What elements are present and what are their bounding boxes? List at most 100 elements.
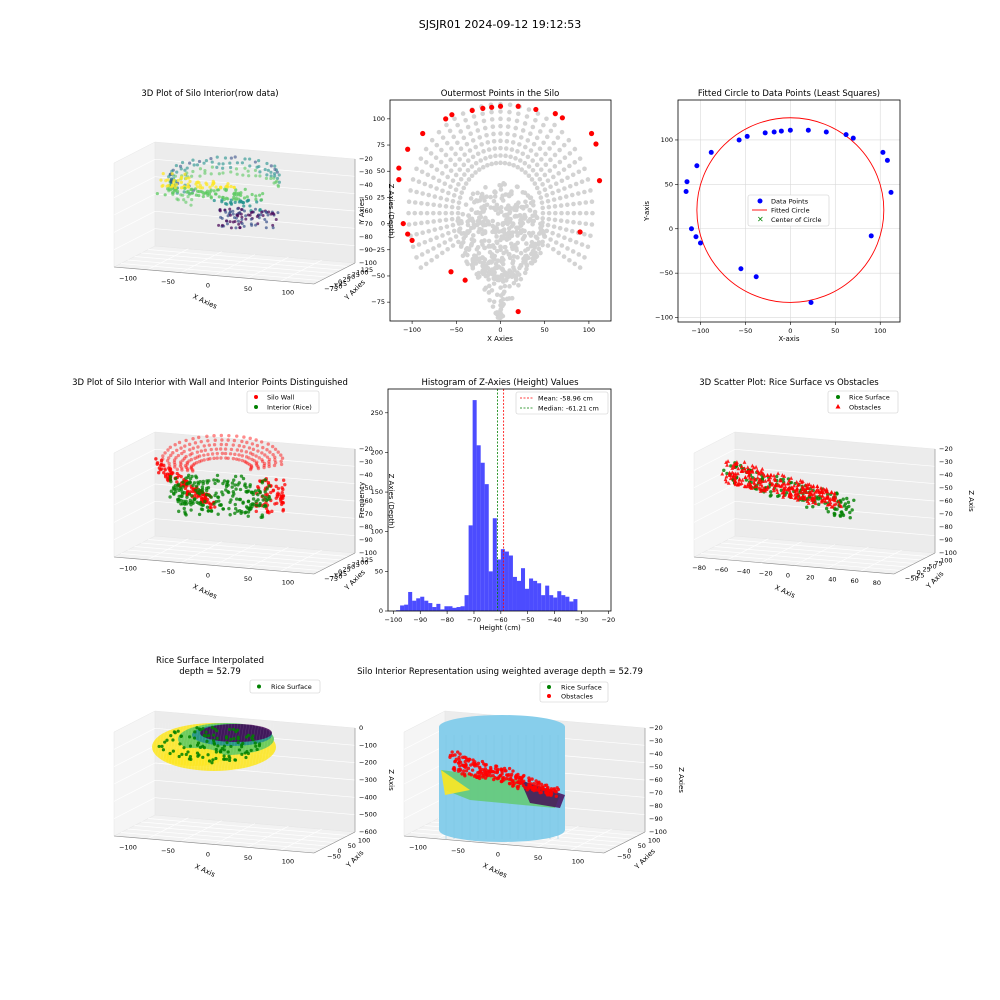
interior-point <box>526 173 532 179</box>
rice-point <box>182 506 186 511</box>
interior-point <box>455 218 461 224</box>
wall-point <box>190 486 194 490</box>
surface-point <box>276 183 280 187</box>
rice-point <box>187 757 192 761</box>
obstacle-point <box>747 472 752 477</box>
wall-point <box>199 495 204 500</box>
rice-point <box>233 758 238 762</box>
wall-point <box>213 438 217 442</box>
rice-point <box>215 729 219 733</box>
wall-point <box>163 468 167 472</box>
interior-point <box>507 161 512 167</box>
interior-point <box>459 190 465 195</box>
wall-point <box>226 456 230 460</box>
rice-point <box>197 753 201 757</box>
rice-point <box>251 497 256 501</box>
wall-and-rice-points <box>154 433 287 520</box>
interior-point <box>525 246 531 252</box>
z-tick-label: −100 <box>359 741 377 749</box>
interior-point <box>440 171 445 176</box>
panel-3d-wall-interior: 3D Plot of Silo Interior with Wall and I… <box>72 378 395 601</box>
interior-point <box>504 138 510 144</box>
rice-point <box>184 476 188 480</box>
interior-point <box>548 184 553 190</box>
interior-point <box>470 154 476 160</box>
obstacle-point <box>728 471 732 476</box>
y-axis-label: Y Axis <box>344 849 365 870</box>
wall-point <box>279 462 284 467</box>
interior-point <box>500 296 506 302</box>
obstacle-point <box>773 483 778 488</box>
obstacle-point <box>805 499 810 503</box>
interior-point <box>491 131 496 137</box>
obstacle-point <box>468 757 472 762</box>
obstacle-point <box>743 475 748 479</box>
obstacle-point <box>749 469 753 474</box>
histogram-bar <box>573 599 578 611</box>
interior-point <box>470 218 476 224</box>
y-tick-label: 25 <box>377 193 385 201</box>
interior-point <box>410 177 416 182</box>
obstacle-point <box>747 480 752 485</box>
panel-3d-rice-vs-obstacles: 3D Scatter Plot: Rice Surface vs Obstacl… <box>692 378 975 600</box>
obstacle-point <box>466 766 471 771</box>
wall-point <box>205 434 209 439</box>
rice-point <box>231 490 235 494</box>
interior-point <box>565 246 570 251</box>
interior-point <box>500 221 506 226</box>
interior-point <box>505 131 510 137</box>
wall-point <box>255 460 259 464</box>
outermost-point <box>533 106 539 113</box>
obstacle-point <box>507 777 511 781</box>
z-tick-label: −100 <box>359 259 377 267</box>
interior-point <box>524 114 530 119</box>
plot-frame <box>387 388 612 612</box>
obstacle-point <box>739 464 744 469</box>
interior-point <box>544 228 550 234</box>
rice-point <box>226 750 230 754</box>
interior-point <box>483 222 489 228</box>
y-tick-label: −50 <box>329 283 343 291</box>
interior-point <box>513 242 518 248</box>
surface-point <box>214 185 218 189</box>
surface-point <box>242 196 247 200</box>
rice-point <box>188 735 192 739</box>
interior-point <box>478 158 484 163</box>
surface-point <box>274 218 278 222</box>
surface-point <box>170 169 174 173</box>
rice-point <box>243 511 247 515</box>
rice-point <box>169 734 173 738</box>
legend-marker-rice <box>547 685 551 689</box>
interior-point <box>490 304 496 309</box>
rice-point <box>216 512 220 516</box>
x-tick-label: −80 <box>692 564 706 572</box>
wall-point <box>210 452 215 456</box>
interior-point <box>542 234 547 239</box>
legend-label: Rice Surface <box>561 684 602 692</box>
obstacle-point <box>511 784 515 788</box>
silo-cylinder-and-points <box>439 715 565 842</box>
data-point <box>771 129 777 135</box>
interior-point <box>506 229 512 235</box>
interior-point <box>503 153 508 159</box>
histogram-bar <box>492 518 497 611</box>
wall-point <box>159 463 163 467</box>
wall-point <box>159 467 164 471</box>
panel-title: Fitted Circle to Data Points (Least Squa… <box>698 89 880 99</box>
wall-point <box>185 462 189 466</box>
surface-point <box>217 162 221 166</box>
wall-point <box>247 456 251 460</box>
obstacle-point <box>527 779 531 783</box>
rice-point <box>251 738 255 742</box>
surface-point <box>198 174 202 178</box>
interior-point <box>515 255 520 260</box>
wall-point <box>168 445 173 449</box>
interior-point <box>526 107 532 112</box>
outermost-point <box>462 277 468 283</box>
rice-point <box>233 483 237 487</box>
interior-point <box>482 245 488 251</box>
histogram-bars <box>396 389 578 611</box>
interior-point <box>565 175 570 181</box>
wall-point <box>184 465 189 470</box>
obstacle-point <box>516 780 520 784</box>
